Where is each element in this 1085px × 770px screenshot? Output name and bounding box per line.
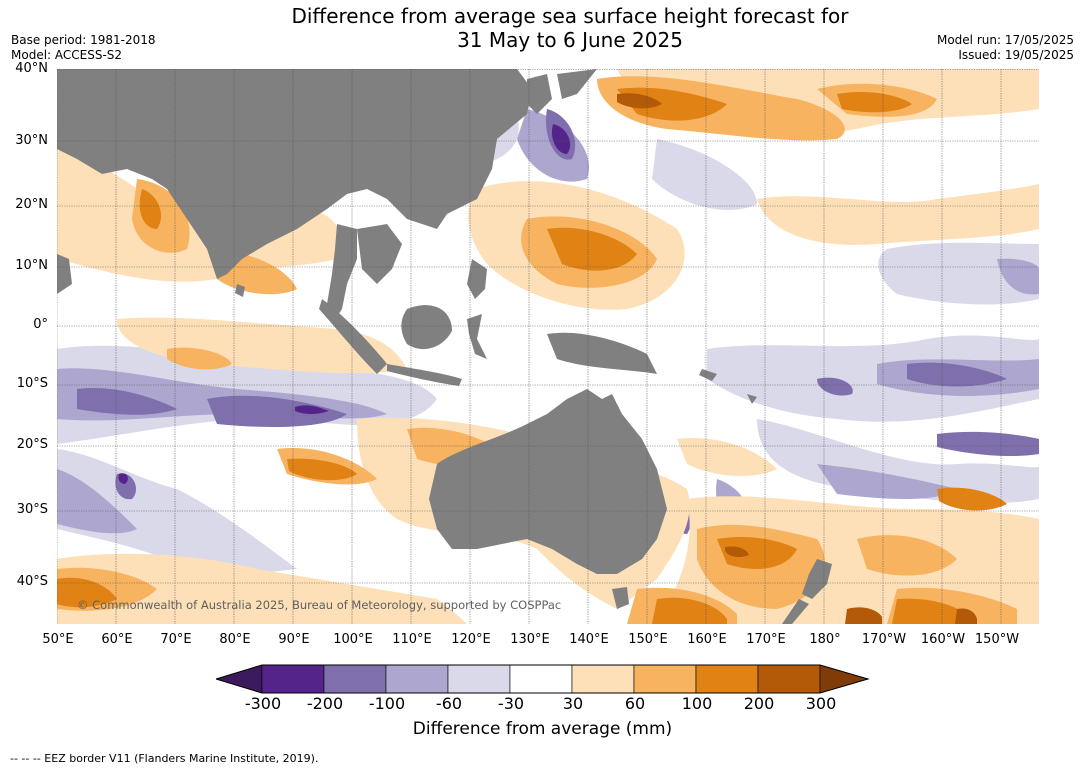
lat-label-10s: 10°S (16, 376, 48, 391)
colorbar (216, 664, 870, 694)
colorbar-segment-5 (509, 664, 573, 694)
colorbar-segment-6 (571, 664, 635, 694)
base-period: Base period: 1981-2018 (11, 33, 156, 47)
map-title: Difference from average sea surface heig… (0, 4, 1085, 52)
lon-label-160e: 160°E (687, 632, 727, 647)
lon-label-70e: 70°E (160, 632, 192, 647)
eez-footnote: -- -- -- EEZ border V11 (Flanders Marine… (10, 752, 319, 765)
lat-label-20n: 20°N (15, 197, 48, 212)
colorbar-segment-9 (757, 664, 821, 694)
lon-label-170w: 170°W (861, 632, 907, 647)
colorbar-tick-m60: -60 (435, 694, 463, 713)
lat-label-20s: 20°S (16, 437, 48, 452)
lon-label-120e: 120°E (451, 632, 491, 647)
lon-label-130e: 130°E (510, 632, 550, 647)
colorbar-segment-3 (385, 664, 449, 694)
lon-label-110e: 110°E (392, 632, 432, 647)
colorbar-tick-300: 300 (805, 694, 837, 713)
colorbar-outline (216, 664, 870, 694)
lat-label-40s: 40°S (16, 574, 48, 589)
title-line-1: Difference from average sea surface heig… (291, 4, 849, 28)
lon-label-80e: 80°E (219, 632, 251, 647)
copyright-notice: © Commonwealth of Australia 2025, Bureau… (77, 598, 562, 612)
lon-label-50e: 50°E (42, 632, 74, 647)
meta-left: Base period: 1981-2018 Model: ACCESS-S2 (11, 33, 156, 63)
lon-label-150w: 150°W (974, 632, 1020, 647)
colorbar-segment-4 (447, 664, 511, 694)
colorbar-tick-m200: -200 (306, 694, 344, 713)
lon-label-180: 180° (809, 632, 841, 647)
colorbar-segment-2 (323, 664, 387, 694)
colorbar-segment-7 (633, 664, 697, 694)
issued-date: Issued: 19/05/2025 (958, 48, 1074, 62)
colorbar-tick-60: 60 (624, 694, 646, 713)
graticule (57, 69, 1039, 624)
lat-label-30s: 30°S (16, 502, 48, 517)
colorbar-segment-1 (261, 664, 325, 694)
colorbar-tick-m100: -100 (368, 694, 406, 713)
lat-label-0: 0° (33, 317, 48, 332)
lat-label-40n: 40°N (15, 61, 48, 76)
lon-label-100e: 100°E (333, 632, 373, 647)
lon-label-170e: 170°E (746, 632, 786, 647)
colorbar-segment-8 (695, 664, 759, 694)
title-line-2: 31 May to 6 June 2025 (457, 28, 683, 52)
lon-label-160w: 160°W (920, 632, 966, 647)
lat-label-10n: 10°N (15, 258, 48, 273)
lat-label-30n: 30°N (15, 133, 48, 148)
lon-label-150e: 150°E (628, 632, 668, 647)
colorbar-tick-m300: -300 (244, 694, 282, 713)
sea-surface-height-map (57, 69, 1039, 624)
colorbar-tick-30: 30 (562, 694, 584, 713)
lon-label-60e: 60°E (101, 632, 133, 647)
lon-label-90e: 90°E (278, 632, 310, 647)
colorbar-segment-0 (216, 664, 263, 694)
colorbar-tick-m30: -30 (497, 694, 525, 713)
colorbar-label: Difference from average (mm) (412, 719, 673, 739)
colorbar-tick-200: 200 (743, 694, 775, 713)
model-name: Model: ACCESS-S2 (11, 48, 123, 62)
land-masses (57, 69, 832, 624)
colorbar-tick-100: 100 (681, 694, 713, 713)
lon-label-140e: 140°E (569, 632, 609, 647)
model-run: Model run: 17/05/2025 (936, 33, 1074, 47)
meta-right: Model run: 17/05/2025 Issued: 19/05/2025 (937, 33, 1074, 63)
colorbar-segment-10 (819, 664, 870, 694)
